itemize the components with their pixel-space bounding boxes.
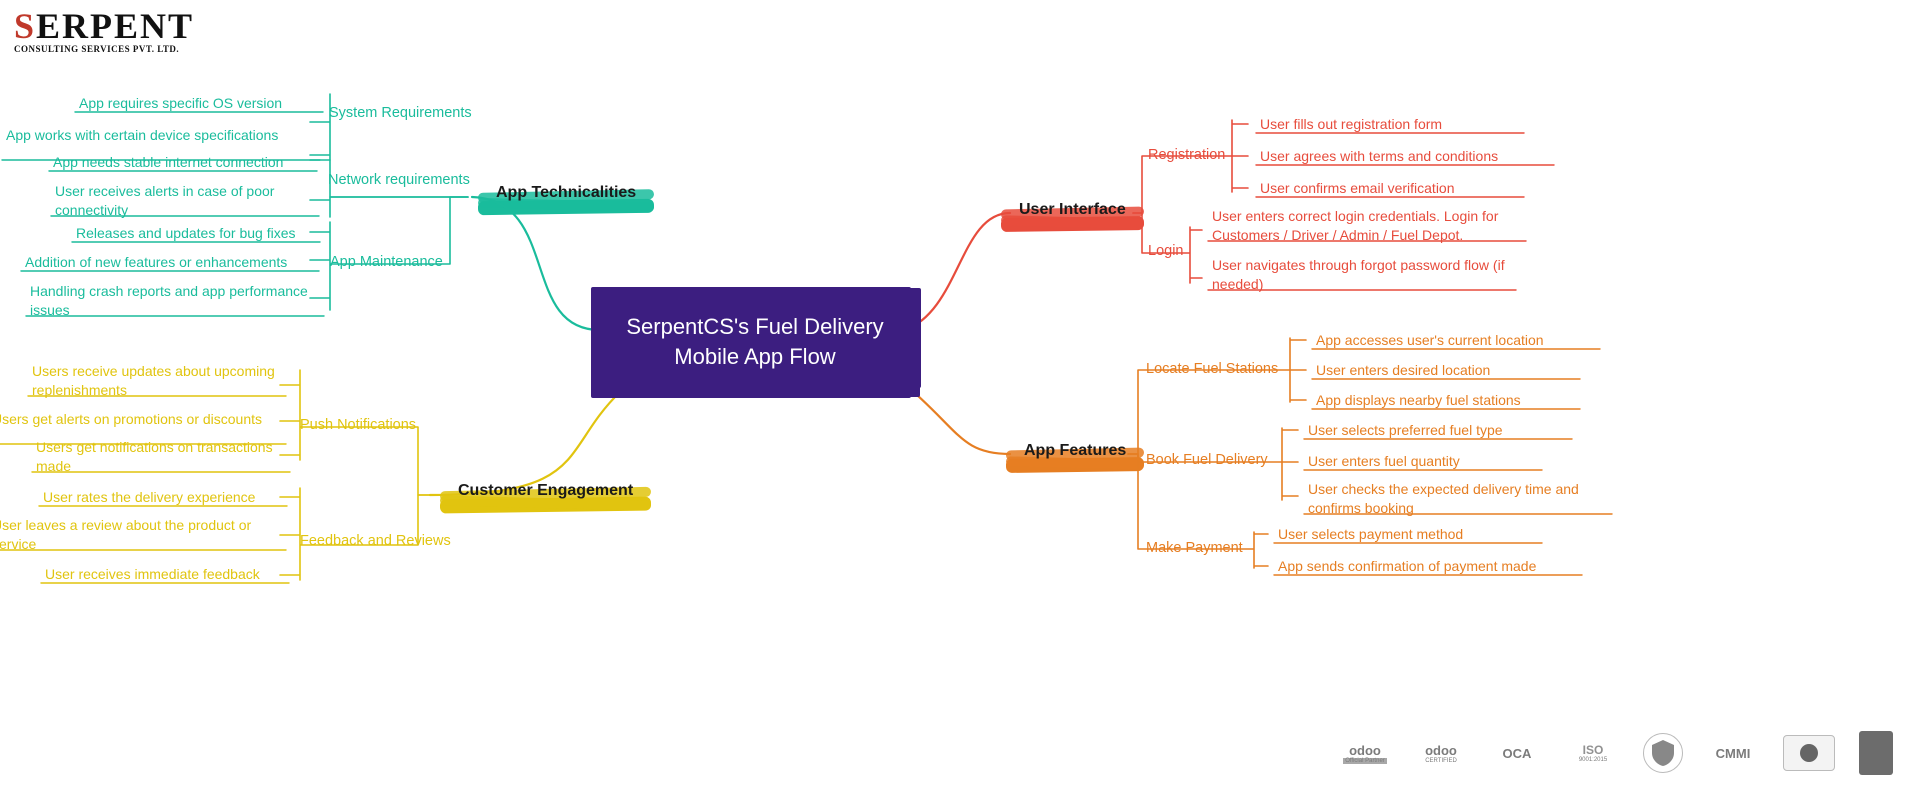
logo-subtitle: CONSULTING SERVICES PVT. LTD. xyxy=(14,44,194,54)
logo-letter: S xyxy=(14,6,36,46)
leaf-node[interactable]: User receives immediate feedback xyxy=(45,565,285,584)
leaf-node[interactable]: User rates the delivery experience xyxy=(43,488,283,507)
footer-badges: odooOfficial Partner odooCERTIFIED OCA ISO9… xyxy=(1339,731,1893,775)
connectors xyxy=(0,0,1919,789)
sub-branch[interactable]: Network requirements xyxy=(328,172,470,188)
leaf-node[interactable]: User fills out registration form xyxy=(1260,115,1520,134)
leaf-node[interactable]: Users get alerts on promotions or discou… xyxy=(0,410,282,429)
leaf-node[interactable]: Users receive updates about upcoming rep… xyxy=(32,362,282,400)
leaf-node[interactable]: User leaves a review about the product o… xyxy=(0,516,282,554)
leaf-node[interactable]: User selects preferred fuel type xyxy=(1308,421,1568,440)
leaf-node[interactable]: Handling crash reports and app performan… xyxy=(30,282,320,320)
branch-ui[interactable]: User Interface xyxy=(1005,195,1140,227)
badge xyxy=(1783,735,1835,771)
sub-branch[interactable]: Registration xyxy=(1148,147,1225,163)
badge: ISO9001:2015 xyxy=(1567,735,1619,771)
leaf-node[interactable]: User receives alerts in case of poor con… xyxy=(55,182,315,220)
leaf-node[interactable]: App sends confirmation of payment made xyxy=(1278,557,1578,576)
leaf-node[interactable]: User selects payment method xyxy=(1278,525,1538,544)
leaf-node[interactable]: App displays nearby fuel stations xyxy=(1316,391,1576,410)
branch-feat[interactable]: App Features xyxy=(1010,436,1140,468)
sub-branch[interactable]: Push Notifications xyxy=(300,417,416,433)
center-topic[interactable]: SerpentCS's Fuel Delivery Mobile App Flo… xyxy=(595,292,915,392)
leaf-node[interactable]: User agrees with terms and conditions xyxy=(1260,147,1550,166)
branch-eng[interactable]: Customer Engagement xyxy=(444,476,647,508)
leaf-node[interactable]: User checks the expected delivery time a… xyxy=(1308,480,1608,518)
sub-branch[interactable]: Make Payment xyxy=(1146,540,1243,556)
sub-branch[interactable]: Login xyxy=(1148,243,1183,259)
leaf-node[interactable]: Addition of new features or enhancements xyxy=(25,253,315,272)
badge: OCA xyxy=(1491,735,1543,771)
leaf-node[interactable]: App requires specific OS version xyxy=(79,94,319,113)
sub-branch[interactable]: Locate Fuel Stations xyxy=(1146,361,1278,377)
leaf-node[interactable]: User enters fuel quantity xyxy=(1308,452,1538,471)
sub-branch[interactable]: System Requirements xyxy=(329,105,472,121)
leaf-node[interactable]: Users get notifications on transactions … xyxy=(36,438,286,476)
badge: odooCERTIFIED xyxy=(1415,735,1467,771)
leaf-node[interactable]: App accesses user's current location xyxy=(1316,331,1596,350)
logo-text: ERPENT xyxy=(36,6,194,46)
leaf-node[interactable]: User confirms email verification xyxy=(1260,179,1520,198)
leaf-node[interactable]: User enters correct login credentials. L… xyxy=(1212,207,1522,245)
sub-branch[interactable]: App Maintenance xyxy=(330,254,443,270)
leaf-node[interactable]: App needs stable internet connection xyxy=(53,153,313,172)
badge xyxy=(1643,733,1683,773)
sub-branch[interactable]: Feedback and Reviews xyxy=(300,533,451,549)
logo: SERPENT CONSULTING SERVICES PVT. LTD. xyxy=(14,8,194,54)
badge: odooOfficial Partner xyxy=(1339,735,1391,771)
sub-branch[interactable]: Book Fuel Delivery xyxy=(1146,452,1268,468)
badge: CMMI xyxy=(1707,735,1759,771)
leaf-node[interactable]: Releases and updates for bug fixes xyxy=(76,224,316,243)
logo-main: SERPENT xyxy=(14,8,194,44)
leaf-node[interactable]: User enters desired location xyxy=(1316,361,1576,380)
leaf-node[interactable]: User navigates through forgot password f… xyxy=(1212,256,1512,294)
badge xyxy=(1859,731,1893,775)
branch-tech[interactable]: App Technicalities xyxy=(482,178,650,210)
leaf-node[interactable]: App works with certain device specificat… xyxy=(6,126,316,145)
